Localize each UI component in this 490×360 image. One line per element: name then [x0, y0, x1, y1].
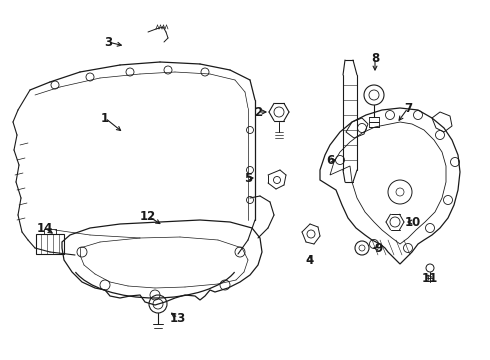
Text: 12: 12 — [140, 210, 156, 222]
Text: 10: 10 — [405, 216, 421, 229]
Text: 4: 4 — [306, 253, 314, 266]
Text: 13: 13 — [170, 311, 186, 324]
Text: 8: 8 — [371, 51, 379, 64]
Text: 3: 3 — [104, 36, 112, 49]
Text: 9: 9 — [374, 242, 382, 255]
Text: 6: 6 — [326, 153, 334, 166]
Text: 11: 11 — [422, 271, 438, 284]
Text: 5: 5 — [244, 171, 252, 184]
Text: 1: 1 — [101, 112, 109, 125]
Text: 2: 2 — [254, 105, 262, 118]
Text: 14: 14 — [37, 221, 53, 234]
Text: 7: 7 — [404, 102, 412, 114]
